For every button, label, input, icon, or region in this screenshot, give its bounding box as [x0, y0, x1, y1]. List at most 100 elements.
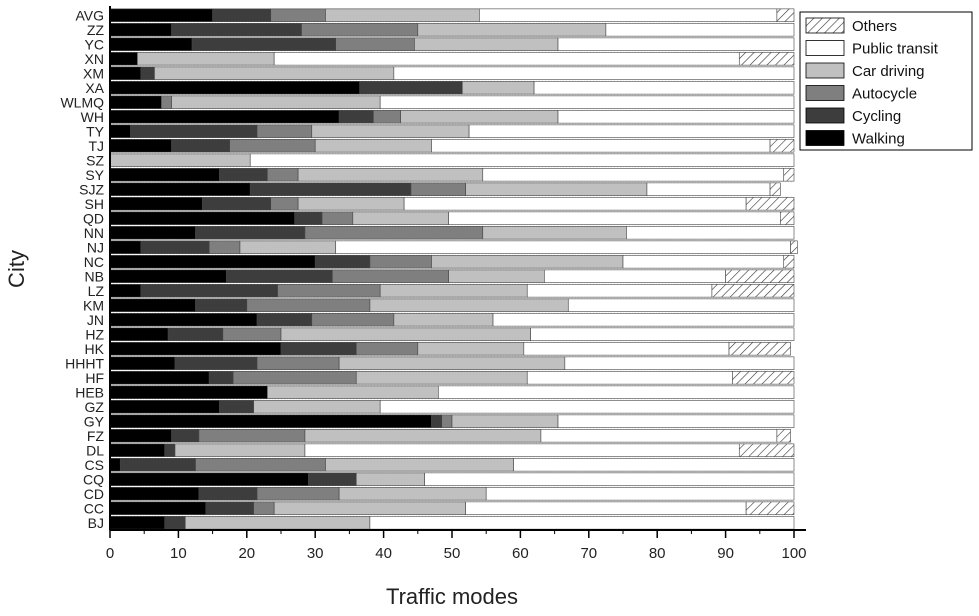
bar-cc-autocycle — [253, 501, 275, 515]
bar-nn-walking — [109, 226, 196, 240]
bar-km-walking — [109, 298, 196, 312]
legend-label: Public transit — [852, 41, 939, 58]
bar-qd-others — [780, 211, 795, 225]
bar-wh-cycling — [338, 110, 374, 124]
bar-yc-cycling — [191, 37, 337, 51]
category-label: SZ — [86, 152, 104, 168]
bar-fz-autocycle — [198, 429, 306, 443]
bar-hhht-cycling — [174, 356, 258, 370]
bar-lz-autocycle — [277, 284, 381, 298]
bar-hf-autocycle — [232, 371, 357, 385]
bar-gy-car-driving — [451, 414, 559, 428]
axes — [109, 6, 806, 531]
bar-ty-autocycle — [256, 124, 313, 138]
bar-nj-walking — [109, 240, 142, 254]
x-tick-label: 50 — [444, 545, 461, 562]
bar-dl-public-transit — [304, 443, 740, 457]
bar-sjz-walking — [109, 182, 251, 196]
bar-nj-autocycle — [208, 240, 241, 254]
bar-hhht-walking — [109, 356, 176, 370]
bar-avg-public-transit — [479, 8, 778, 22]
bar-wh-car-driving — [400, 110, 559, 124]
bar-xa-cycling — [359, 81, 463, 95]
bar-sy-public-transit — [482, 168, 785, 182]
category-label: BJ — [88, 515, 104, 531]
category-label: FZ — [87, 428, 105, 444]
bar-lz-cycling — [140, 284, 278, 298]
bar-xn-walking — [109, 52, 138, 66]
legend: Others Public transit Car driving Autocycle… — [799, 11, 973, 151]
bar-tj-walking — [109, 139, 172, 153]
bar-fz-others — [776, 429, 791, 443]
bar-ty-walking — [109, 124, 131, 138]
bar-fz-car-driving — [304, 429, 542, 443]
bar-dl-car-driving — [174, 443, 306, 457]
x-tick-label: 40 — [375, 545, 392, 562]
bar-jn-walking — [109, 313, 258, 327]
bar-gy-cycling — [431, 414, 443, 428]
bar-fz-cycling — [171, 429, 200, 443]
bar-lz-car-driving — [379, 284, 528, 298]
y-axis-title: City — [4, 250, 29, 288]
bar-ty-car-driving — [311, 124, 470, 138]
bar-gz-public-transit — [379, 400, 795, 414]
bar-hf-cycling — [208, 371, 234, 385]
bar-sz-public-transit — [249, 153, 795, 167]
category-label: XM — [83, 65, 104, 81]
bar-cc-public-transit — [465, 501, 747, 515]
bar-yc-walking — [109, 37, 193, 51]
bar-tj-others — [769, 139, 795, 153]
bar-jn-public-transit — [492, 313, 795, 327]
bar-hk-autocycle — [355, 342, 419, 356]
bar-hf-walking — [109, 371, 210, 385]
bar-sh-cycling — [202, 197, 272, 211]
bar-sh-walking — [109, 197, 203, 211]
bar-nn-car-driving — [482, 226, 627, 240]
bar-lz-others — [711, 284, 795, 298]
bar-hk-cycling — [280, 342, 357, 356]
category-label: KM — [83, 297, 104, 313]
bar-sz-car-driving — [109, 153, 251, 167]
category-label: SJZ — [79, 181, 104, 197]
bar-hz-autocycle — [222, 327, 282, 341]
category-label: QD — [83, 210, 104, 226]
x-tick-label: 20 — [238, 545, 255, 562]
legend-swatch — [805, 17, 845, 34]
bar-yc-public-transit — [557, 37, 795, 51]
bar-zz-autocycle — [301, 23, 419, 37]
bar-cq-walking — [109, 472, 309, 486]
category-label: HHHT — [65, 355, 104, 371]
bar-bj-walking — [109, 516, 166, 530]
bar-dl-cycling — [164, 443, 176, 457]
bar-hz-walking — [109, 327, 169, 341]
bar-tj-cycling — [171, 139, 230, 153]
bar-cq-cycling — [308, 472, 357, 486]
legend-box — [799, 11, 973, 151]
bar-wh-autocycle — [373, 110, 401, 124]
bar-xn-car-driving — [137, 52, 275, 66]
bar-nb-autocycle — [331, 269, 449, 283]
bar-cc-cycling — [205, 501, 254, 515]
bar-nn-public-transit — [626, 226, 795, 240]
bar-nb-public-transit — [544, 269, 726, 283]
bar-ty-cycling — [130, 124, 258, 138]
category-label: NB — [85, 268, 104, 284]
bar-jn-cycling — [256, 313, 313, 327]
bar-gy-public-transit — [557, 414, 795, 428]
x-tick-label: 90 — [717, 545, 734, 562]
bar-gz-walking — [109, 400, 220, 414]
bar-tj-car-driving — [314, 139, 432, 153]
bar-nb-others — [725, 269, 795, 283]
bar-sjz-autocycle — [410, 182, 466, 196]
bar-sh-public-transit — [403, 197, 747, 211]
bar-nn-cycling — [195, 226, 306, 240]
bar-hf-public-transit — [526, 371, 733, 385]
bar-hk-walking — [109, 342, 282, 356]
bar-hk-others — [728, 342, 791, 356]
bar-sh-others — [745, 197, 795, 211]
bar-heb-car-driving — [267, 385, 439, 399]
bar-wlmq-walking — [109, 95, 162, 109]
category-label: WH — [81, 109, 104, 125]
category-label: DL — [86, 442, 104, 458]
category-label: NJ — [87, 239, 104, 255]
